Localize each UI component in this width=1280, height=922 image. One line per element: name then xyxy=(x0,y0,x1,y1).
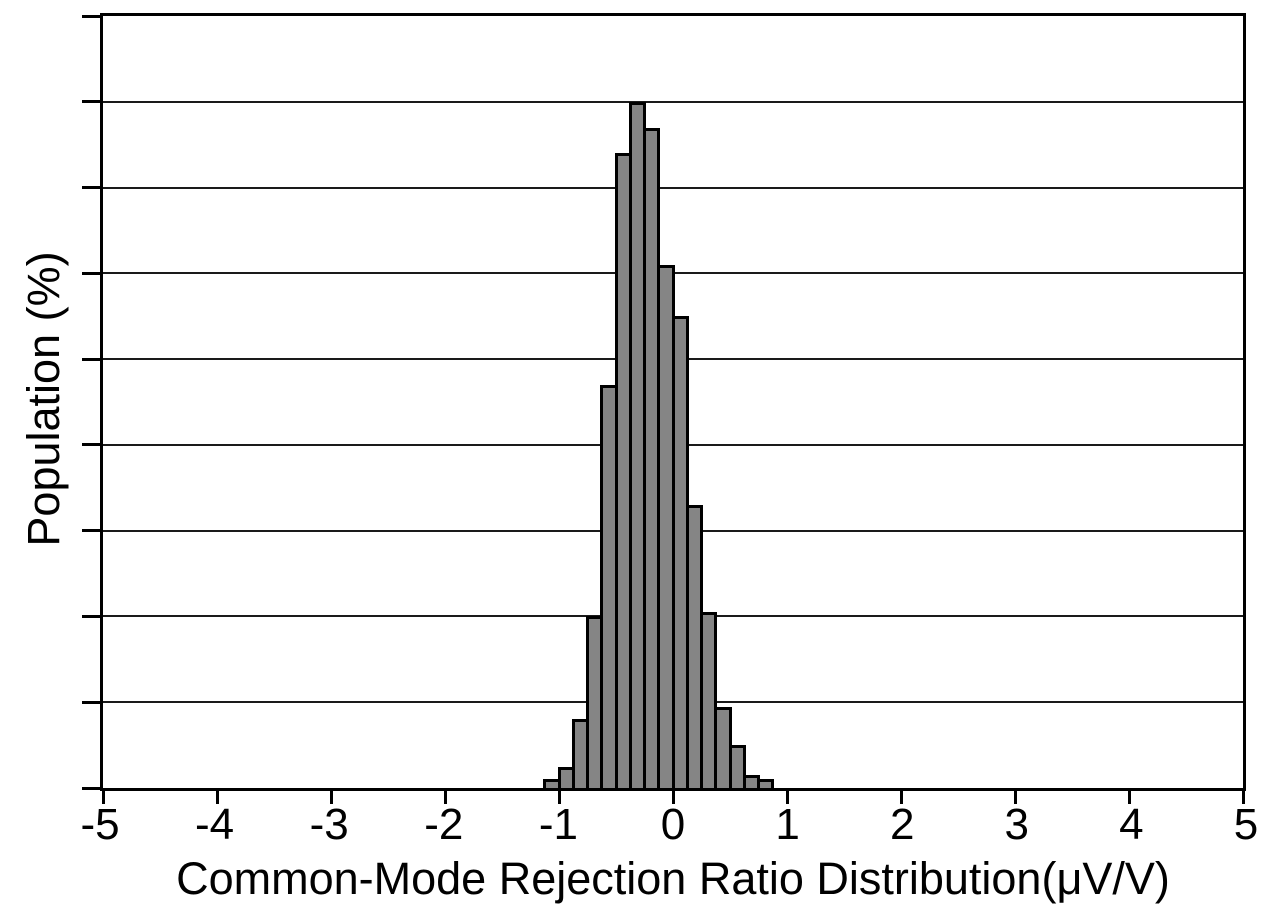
x-axis-tick xyxy=(1127,791,1131,804)
x-axis-tick-label: 0 xyxy=(660,800,686,849)
y-axis-tick xyxy=(82,357,100,361)
histogram-bar xyxy=(757,779,775,788)
x-axis-tick-label: 4 xyxy=(1119,800,1144,849)
plot-area xyxy=(82,13,1246,804)
x-axis-tick-label: 2 xyxy=(889,800,915,849)
x-axis-tick-label: -4 xyxy=(195,800,235,849)
y-axis-tick xyxy=(82,786,100,790)
histogram-bar xyxy=(728,745,746,788)
y-axis-tick xyxy=(82,100,100,104)
y-axis-tick xyxy=(82,614,100,618)
y-axis-tick xyxy=(82,443,100,447)
x-axis-tick-label: -2 xyxy=(424,800,464,849)
y-axis-tick xyxy=(82,529,100,533)
y-axis-title: Population (%) xyxy=(18,251,69,547)
y-axis-tick xyxy=(82,14,100,18)
x-axis-tick-label: 3 xyxy=(1004,800,1030,849)
y-axis-tick xyxy=(82,700,100,704)
x-axis-tick-label: -1 xyxy=(538,800,578,849)
histogram-bar xyxy=(700,612,718,788)
x-axis-tick xyxy=(899,791,903,804)
x-axis-tick xyxy=(443,791,447,804)
x-axis-tick xyxy=(1241,791,1245,804)
x-axis-tick xyxy=(785,791,789,804)
x-axis-tick-label: -5 xyxy=(80,800,120,849)
y-axis-tick xyxy=(82,271,100,275)
x-axis-tick-label: -3 xyxy=(309,800,349,849)
x-axis-title: Common-Mode Rejection Ratio Distribution… xyxy=(176,853,1170,904)
x-axis-tick xyxy=(557,791,561,804)
x-axis-tick xyxy=(671,791,675,804)
x-axis-tick xyxy=(1013,791,1017,804)
x-axis-tick xyxy=(101,791,105,804)
horizontal-gridline xyxy=(103,186,1243,189)
x-axis-tick-label: 1 xyxy=(775,800,800,849)
x-axis-tick-label: 5 xyxy=(1233,800,1259,849)
x-axis-tick xyxy=(215,791,219,804)
y-axis-tick xyxy=(82,186,100,190)
x-axis-tick xyxy=(329,791,333,804)
horizontal-gridline xyxy=(103,100,1243,103)
x-axis-tick-labels: -5 -4 -3 -2 -1 0 1 2 3 4 5 xyxy=(80,800,1258,850)
